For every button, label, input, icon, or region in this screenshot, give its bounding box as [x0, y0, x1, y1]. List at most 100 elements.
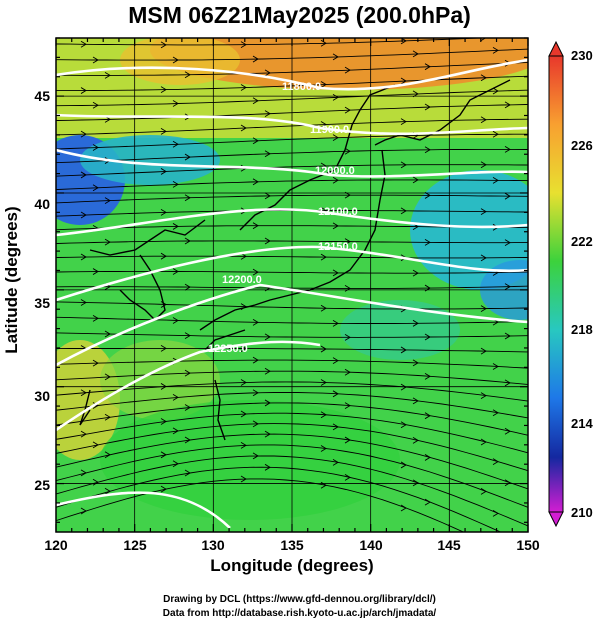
streamline-arrow [344, 191, 351, 199]
streamline-arrow [92, 268, 99, 275]
streamline-arrow [400, 346, 407, 354]
streamline-arrow [320, 345, 327, 353]
streamline-arrow [504, 192, 511, 200]
streamline-arrow [264, 399, 271, 407]
streamline-arrow [104, 238, 111, 246]
streamline [56, 89, 528, 107]
streamline-arrow [264, 110, 271, 118]
streamline-arrow [92, 184, 99, 192]
streamline [56, 133, 528, 150]
streamline-arrow [80, 40, 87, 48]
streamline-arrow [252, 420, 259, 428]
streamline [56, 104, 528, 121]
colorbar-tick-label: 214 [571, 416, 593, 431]
streamline-arrow [264, 150, 271, 158]
streamline-arrow [104, 373, 111, 381]
streamline-arrow [480, 74, 487, 82]
streamline-arrow [480, 116, 487, 124]
streamline [56, 444, 528, 508]
streamline-arrow [492, 363, 499, 370]
streamline-arrow [172, 181, 179, 188]
streamline-arrow [252, 178, 259, 186]
streamline-arrow [332, 269, 339, 277]
streamline-arrow [240, 84, 247, 91]
streamline-arrow [92, 101, 99, 109]
x-tick-label: 145 [437, 537, 461, 553]
streamline-arrow [160, 209, 167, 216]
streamline-arrow [160, 418, 167, 425]
streamline-arrow [504, 146, 511, 153]
streamline-arrow [92, 56, 99, 64]
streamline-arrow [264, 463, 271, 471]
streamline-arrow [240, 410, 247, 418]
x-tick-label: 130 [201, 537, 225, 553]
streamline [56, 118, 528, 136]
streamline-arrow [252, 356, 259, 364]
colorbar-upper-triangle [548, 40, 564, 57]
colorbar [548, 40, 564, 528]
colorbar-tick-label: 226 [571, 138, 593, 153]
streamline-arrow [320, 379, 327, 386]
streamline-arrow [240, 124, 247, 132]
streamline-arrow [80, 430, 87, 438]
streamline-arrow [400, 383, 407, 391]
svg-text:12150.0: 12150.0 [318, 241, 358, 253]
streamline-arrow [184, 404, 191, 411]
streamline-arrow [160, 451, 167, 459]
streamline-arrow [412, 90, 419, 98]
streamline-arrow [252, 97, 259, 105]
streamline-arrow [492, 130, 499, 138]
streamline-arrow [480, 347, 487, 355]
streamline [56, 412, 528, 454]
streamline [56, 179, 528, 191]
streamline-arrow [424, 454, 431, 461]
contour-12100 [56, 208, 528, 237]
streamline-arrow [400, 421, 407, 429]
streamline-arrow [492, 176, 499, 184]
streamline-arrow [172, 393, 179, 401]
streamline-arrow [172, 223, 179, 230]
contour-labels: 11800.0 11900.0 12000.0 12100.0 12150.0 … [208, 81, 358, 355]
streamline-arrow [184, 153, 191, 161]
streamline-arrow [184, 436, 191, 444]
axis-ticks [55, 37, 529, 532]
streamline [56, 255, 528, 259]
streamline-arrow [504, 332, 511, 340]
streamline [56, 316, 528, 324]
streamline-arrow [344, 368, 351, 376]
streamline-arrow [80, 171, 87, 179]
streamline-arrow [480, 305, 487, 312]
streamline [56, 478, 465, 532]
y-axis-label: Latitude (degrees) [2, 206, 21, 354]
streamline-arrow [104, 413, 111, 421]
streamline-arrow [480, 392, 487, 400]
streamline-arrow [424, 192, 431, 199]
streamline-arrow [400, 118, 407, 126]
streamline [56, 194, 528, 204]
colorbar-lower-triangle [548, 511, 564, 528]
streamline-arrow [172, 56, 179, 64]
streamline-arrow [332, 222, 339, 230]
streamline-arrow [184, 283, 191, 291]
contour-11800 [56, 58, 528, 91]
streamline-arrow [332, 93, 339, 101]
streamline-arrow [424, 103, 431, 111]
streamline-arrow [332, 390, 339, 398]
colorbar-tick-label: 210 [571, 505, 593, 520]
streamline-arrow [80, 507, 87, 515]
streamline-arrow [160, 383, 167, 390]
y-tick-label: 25 [34, 477, 50, 493]
credit-drawing: Drawing by DCL (https://www.gfd-dennou.o… [163, 594, 436, 605]
streamline-arrow [80, 299, 87, 306]
streamline-arrow [504, 479, 511, 487]
streamline-arrow [92, 144, 99, 151]
streamline-arrow [172, 460, 179, 468]
streamline-arrow [332, 357, 339, 365]
streamline-arrow [424, 63, 431, 71]
streamline-arrow [344, 238, 351, 246]
streamline-arrow [160, 127, 167, 135]
streamline [56, 164, 528, 177]
streamline-arrow [320, 121, 327, 128]
streamline-arrow [412, 359, 419, 367]
